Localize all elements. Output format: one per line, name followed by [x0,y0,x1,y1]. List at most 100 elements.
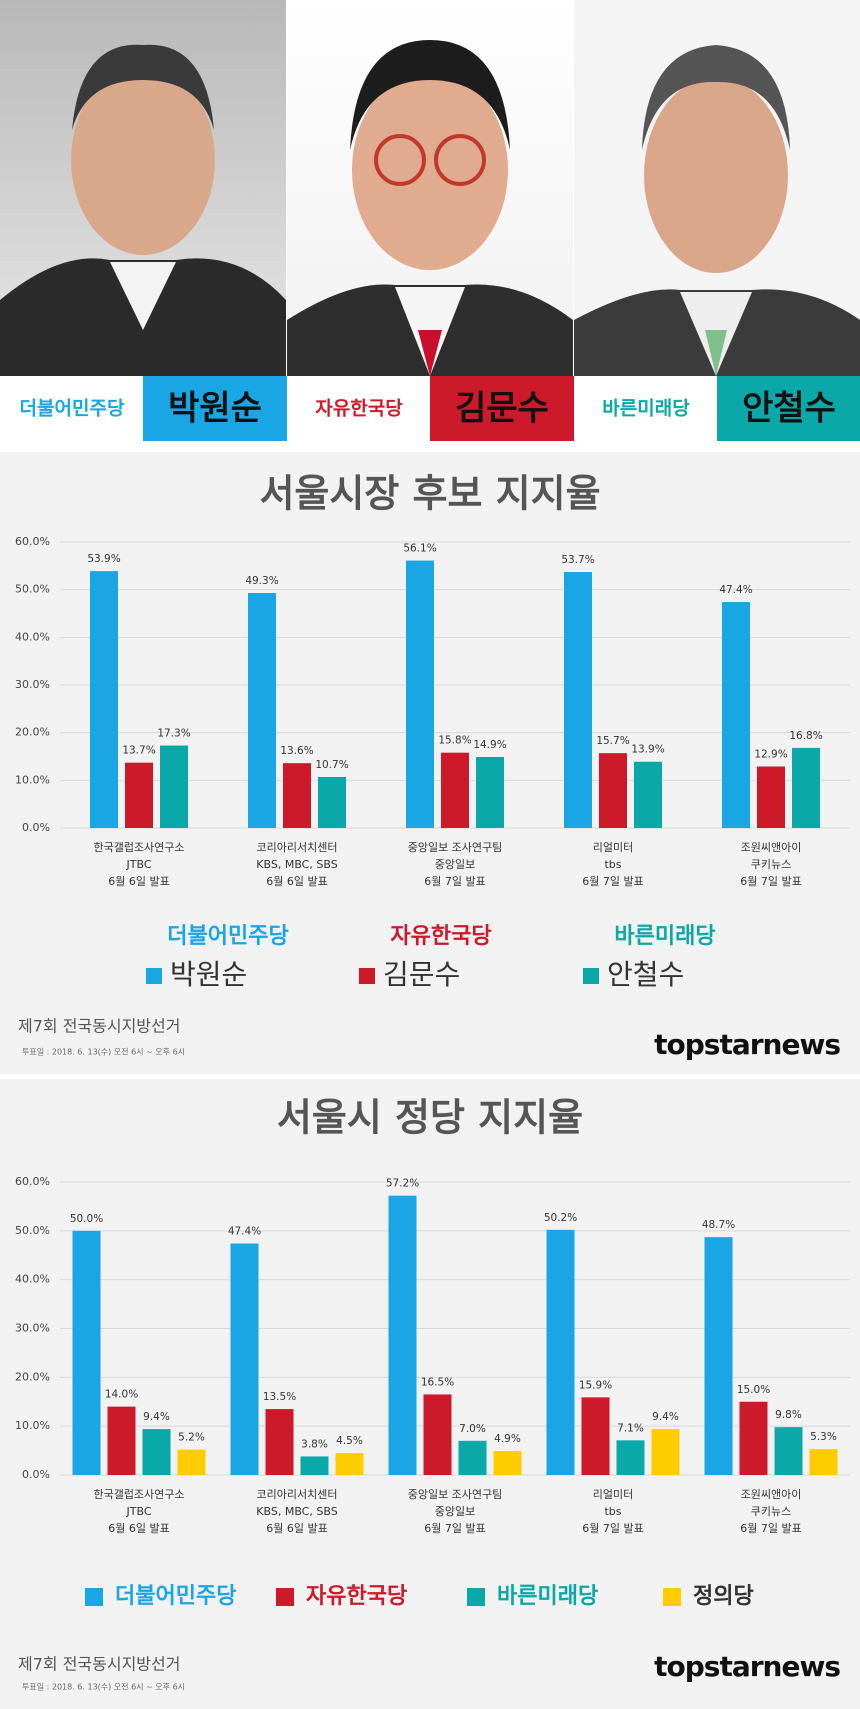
x-tick-label: 6월 6일 발표 [108,874,169,888]
value-label: 16.8% [789,730,822,742]
legend-swatch [146,968,162,984]
bar [634,761,662,828]
bar [388,1195,417,1475]
party-box [574,376,717,441]
x-tick-label: 한국갤럽조사연구소 [93,1487,184,1501]
charts: 서울시장 후보 지지율 0.0% 10.0% 20.0% 30.0% 40.0% 50.0%… [15,472,850,1692]
party-box [0,376,143,441]
value-label: 50.0% [70,1213,103,1225]
legend-label: 자유한국당 [306,1584,407,1609]
x-tick-label: 조원씨앤아이 [741,1488,802,1501]
x-tick-label: 6월 7일 발표 [582,874,643,888]
value-label: 9.8% [775,1409,802,1421]
bar [107,1406,136,1475]
legend-label: 바른미래당 [497,1584,598,1609]
brand-logo: topstarnews [654,1650,840,1683]
value-label: 9.4% [143,1411,170,1423]
bar [599,753,627,828]
value-label: 47.4% [228,1226,261,1238]
y-tick-label: 0.0% [22,1468,50,1481]
value-label: 4.9% [494,1433,521,1445]
value-label: 5.2% [178,1432,205,1444]
x-tick-label: KBS, MBC, SBS [256,858,337,871]
x-tick-label: tbs [604,858,621,871]
x-tick-label: 중앙일보 조사연구팀 [408,840,503,854]
bar [616,1440,645,1475]
bar [90,571,118,828]
party-logo: 더불어민주당 [20,398,125,420]
value-label: 3.8% [301,1438,328,1450]
value-label: 49.3% [245,575,278,587]
bar [774,1427,803,1475]
bar [441,752,469,828]
chart-title: 서울시 정당 지지율 [277,1096,583,1140]
y-tick-label: 60.0% [15,535,50,548]
legend-party-logo: 자유한국당 [390,924,491,949]
x-tick-label: 6월 7일 발표 [740,874,801,888]
value-label: 15.9% [579,1379,612,1391]
bar [493,1451,522,1475]
value-label: 13.7% [122,745,155,757]
bar [160,745,188,828]
value-label: 50.2% [544,1212,577,1224]
value-label: 10.7% [315,759,348,771]
name-bar: 더불어민주당 박원순 자유한국당 김문수 바른미래당 안철수 [0,376,860,441]
x-tick-label: 6월 6일 발표 [266,874,327,888]
photo [0,0,286,376]
legend-swatch [583,968,599,984]
value-label: 53.7% [561,554,594,566]
bar [651,1429,680,1475]
x-tick-label: 6월 7일 발표 [424,1521,485,1535]
value-label: 13.6% [280,745,313,757]
photo [287,0,573,376]
value-label: 47.4% [719,584,752,596]
bar [248,593,276,828]
value-label: 12.9% [754,749,787,761]
name-box [143,376,287,441]
value-label: 7.0% [459,1423,486,1435]
legend-label: 더불어민주당 [115,1584,236,1609]
legend-label: 정의당 [693,1584,754,1609]
candidate-name: 안철수 [742,389,836,429]
y-tick-label: 10.0% [15,773,50,786]
legend-label: 박원순 [170,958,247,991]
bar [581,1397,610,1475]
value-label: 7.1% [617,1422,644,1434]
y-tick-label: 40.0% [15,1273,50,1286]
x-tick-label: 한국갤럽조사연구소 [93,840,184,854]
value-label: 15.0% [737,1384,770,1396]
y-tick-label: 50.0% [15,1224,50,1237]
y-tick-label: 60.0% [15,1175,50,1188]
x-tick-label: 쿠키뉴스 [751,1505,791,1518]
value-label: 48.7% [702,1219,735,1231]
party-logo: 자유한국당 [315,398,403,420]
x-tick-label: KBS, MBC, SBS [256,1505,337,1518]
x-tick-label: 6월 7일 발표 [424,874,485,888]
brand-logo: topstarnews [654,1028,840,1061]
value-label: 16.5% [421,1376,454,1388]
x-tick-label: 6월 6일 발표 [266,1521,327,1535]
y-tick-label: 30.0% [15,1322,50,1335]
value-label: 13.9% [631,744,664,756]
value-label: 57.2% [386,1178,419,1190]
value-label: 4.5% [336,1435,363,1447]
x-tick-label: 리얼미터 [593,840,633,854]
candidate-name: 박원순 [168,389,262,429]
party-logo: 바른미래당 [602,398,690,420]
legend-label: 안철수 [607,958,684,991]
bar [283,763,311,828]
legend-swatch [85,1588,103,1606]
x-tick-label: 중앙일보 [435,857,475,871]
x-tick-label: 6월 7일 발표 [740,1521,801,1535]
bar [792,747,820,828]
footer-election: 제7회 전국동시지방선거 [18,1655,180,1674]
y-tick-label: 40.0% [15,630,50,643]
x-tick-label: 코리아리서치센터 [257,1488,338,1501]
party-box [287,376,430,441]
value-label: 14.9% [473,739,506,751]
bar [318,776,346,828]
value-label: 13.5% [263,1391,296,1403]
value-label: 15.8% [438,735,471,747]
name-box [430,376,574,441]
